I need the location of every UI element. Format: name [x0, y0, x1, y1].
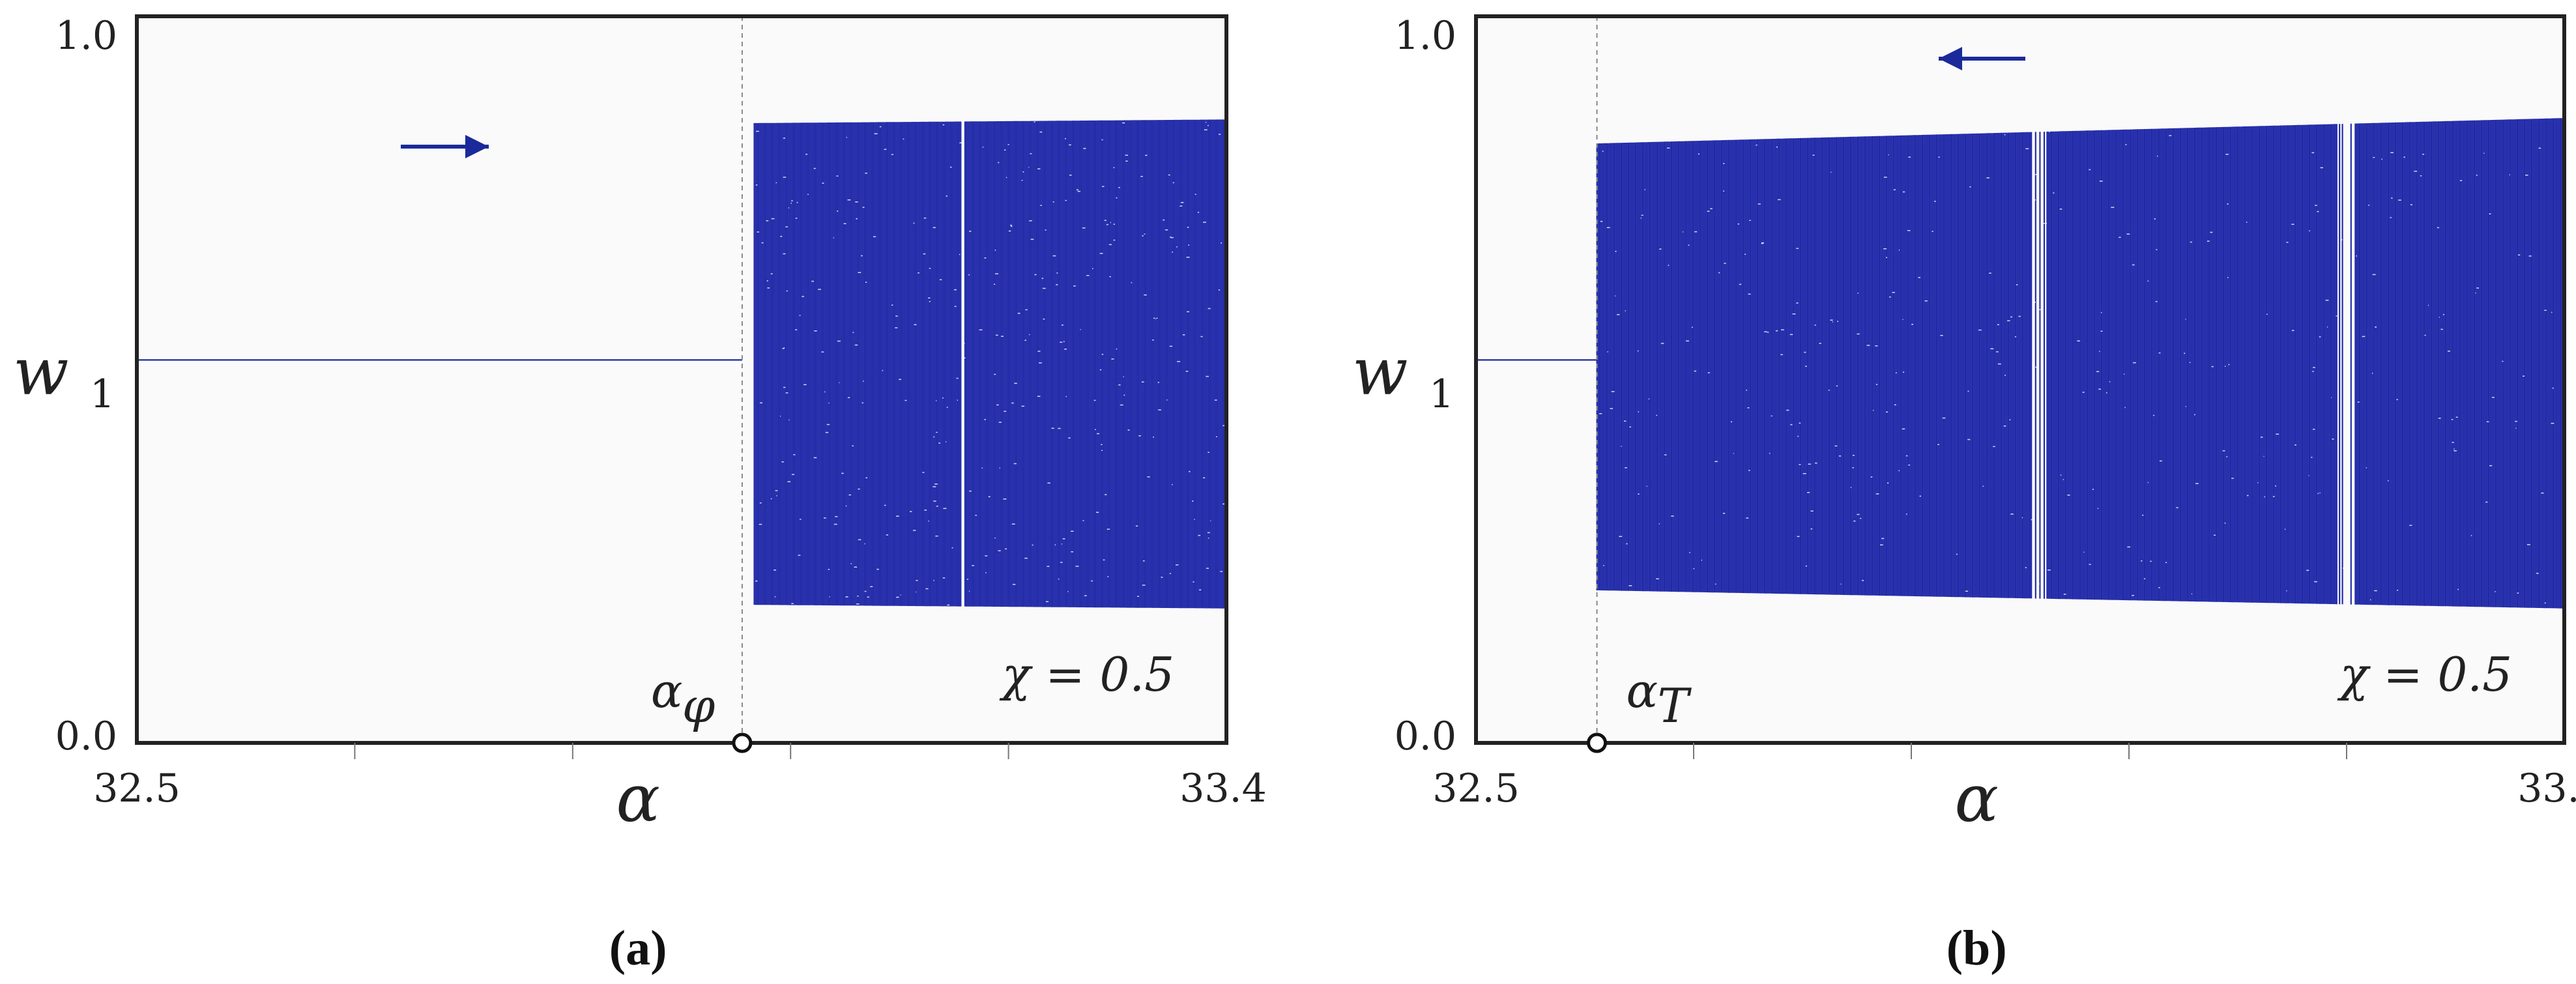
x-tick-label-right: 33.4 — [1179, 766, 1267, 811]
chaotic-band-fill — [753, 119, 1227, 609]
critical-label: α — [1627, 663, 1658, 718]
x-tick-label-right: 33.4 — [2517, 766, 2576, 811]
y-tick-label-bottom: 0.0 — [55, 714, 117, 759]
x-tick-label-left: 32.5 — [1432, 766, 1520, 811]
panel-label: (b) — [1946, 921, 2007, 976]
panel-label: (a) — [609, 921, 667, 976]
x-tick-label-left: 32.5 — [93, 766, 181, 811]
y-tick-label-top: 1.0 — [55, 13, 117, 59]
critical-label-subscript: φ — [682, 678, 716, 733]
y-axis-label-subscript: 1 — [1429, 371, 1454, 417]
plot-frame — [1474, 14, 2566, 745]
y-axis-label-subscript: 1 — [90, 371, 115, 417]
critical-label: α — [651, 663, 683, 718]
critical-point-marker — [732, 732, 753, 753]
critical-point-marker — [1587, 732, 1608, 753]
y-axis-label: w — [1352, 334, 1408, 410]
y-tick-label-bottom: 0.0 — [1395, 714, 1456, 759]
x-axis-label: α — [1954, 760, 1999, 837]
y-axis-label: w — [13, 334, 69, 410]
critical-label-subscript: T — [1658, 678, 1692, 733]
chaotic-band — [753, 119, 1229, 609]
chaotic-band-fill — [1596, 118, 2564, 609]
chi-annotation: χ = 0.5 — [2337, 647, 2512, 702]
chaotic-band-texture — [1599, 131, 2566, 604]
chaotic-band-texture — [755, 121, 1229, 606]
plot-frame — [135, 14, 1228, 745]
y-tick-label-top: 1.0 — [1395, 13, 1456, 59]
x-axis-label: α — [616, 760, 660, 837]
chart-panel-b: 1.00.032.533.4w1ααTχ = 0.5(b) — [1352, 13, 2576, 976]
chart-panel-a: 1.0 0.0 32.5 33.4 w 1 αα φ χ = 0.5 (a) — [13, 13, 1267, 976]
chaotic-band — [1596, 118, 2566, 609]
chi-annotation: χ = 0.5 — [999, 647, 1174, 702]
